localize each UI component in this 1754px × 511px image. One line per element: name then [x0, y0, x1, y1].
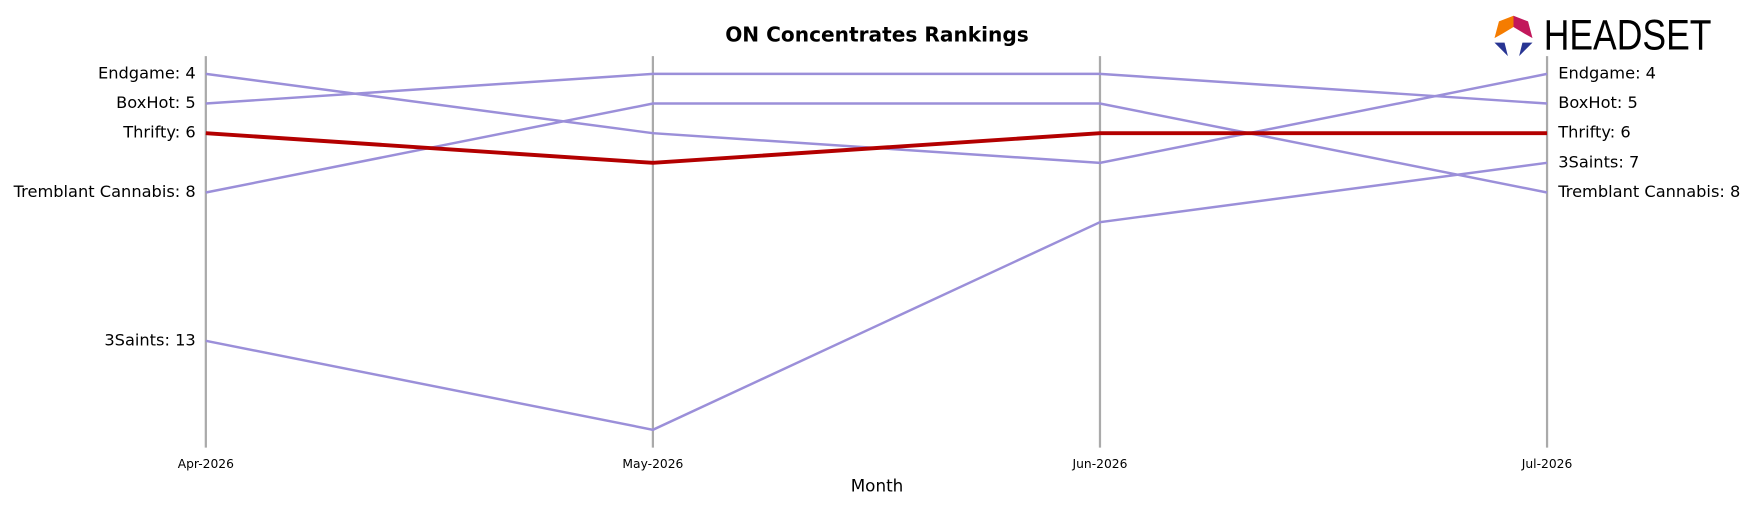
logo-icon: [1519, 42, 1533, 57]
rank-label: Thrifty: 6: [1557, 123, 1631, 142]
logo-icon: [1494, 42, 1508, 57]
logo-text: HEADSET: [1544, 12, 1712, 59]
rank-label: BoxHot: 5: [1558, 93, 1638, 112]
chart-title: ON Concentrates Rankings: [725, 22, 1029, 46]
rank-label: BoxHot: 5: [116, 93, 196, 112]
rank-label: Thrifty: 6: [122, 123, 196, 142]
rank-line: [205, 72, 1548, 105]
rank-label: 3Saints: 7: [1558, 152, 1639, 171]
x-axis-label: Month: [851, 476, 904, 496]
logo-icon: [1494, 15, 1514, 39]
logo: HEADSET: [1494, 12, 1711, 59]
rank-line: [205, 161, 1548, 432]
rank-line: [205, 131, 1548, 165]
x-tick-label: Jul-2026: [1521, 457, 1573, 471]
x-tick-label: Apr-2026: [178, 457, 234, 471]
rank-label: Tremblant Cannabis: 8: [13, 182, 196, 201]
rank-label: Tremblant Cannabis: 8: [1557, 182, 1740, 201]
logo-icon: [1513, 15, 1533, 39]
rank-label: Endgame: 4: [98, 63, 196, 82]
rank-label: Endgame: 4: [1558, 63, 1656, 82]
x-tick-label: Jun-2026: [1072, 457, 1128, 471]
rank-label: 3Saints: 13: [104, 330, 195, 349]
x-tick-label: May-2026: [622, 457, 683, 471]
